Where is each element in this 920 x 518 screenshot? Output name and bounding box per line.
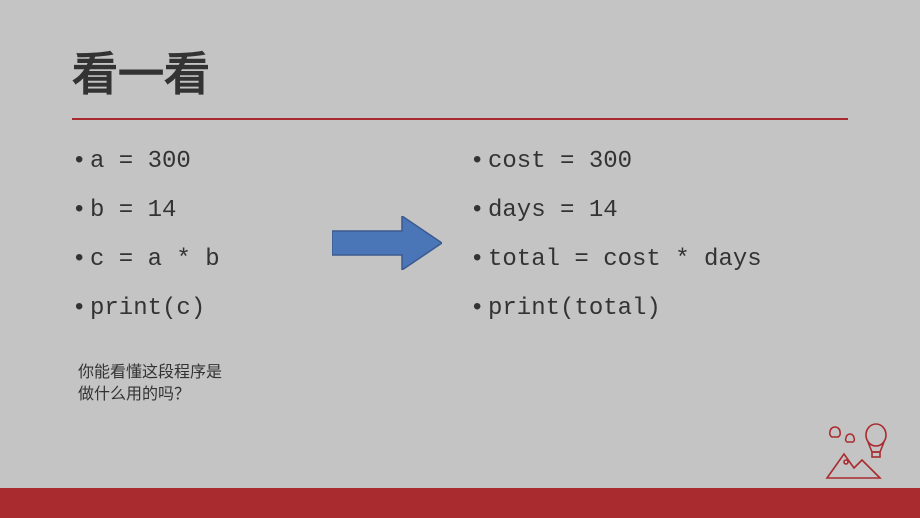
title-underline — [72, 118, 848, 120]
question-line: 你能看懂这段程序是 — [78, 364, 222, 381]
question-text: 你能看懂这段程序是 做什么用的吗？ — [78, 362, 222, 407]
bottom-bar — [0, 488, 920, 518]
code-line: cost = 300 — [470, 148, 870, 175]
code-line: print(total) — [470, 295, 870, 322]
right-code-column: cost = 300 days = 14 total = cost * days… — [470, 148, 870, 344]
code-line: a = 300 — [72, 148, 412, 175]
code-line: total = cost * days — [470, 246, 870, 273]
arrow-right-icon — [332, 216, 442, 270]
code-line: print(c) — [72, 295, 412, 322]
code-line: days = 14 — [470, 197, 870, 224]
slide: 看一看 a = 300 b = 14 c = a * b print(c) co… — [0, 0, 920, 518]
question-line: 做什么用的吗？ — [78, 386, 190, 403]
decoration-icon — [822, 420, 892, 484]
slide-title: 看一看 — [72, 38, 210, 104]
